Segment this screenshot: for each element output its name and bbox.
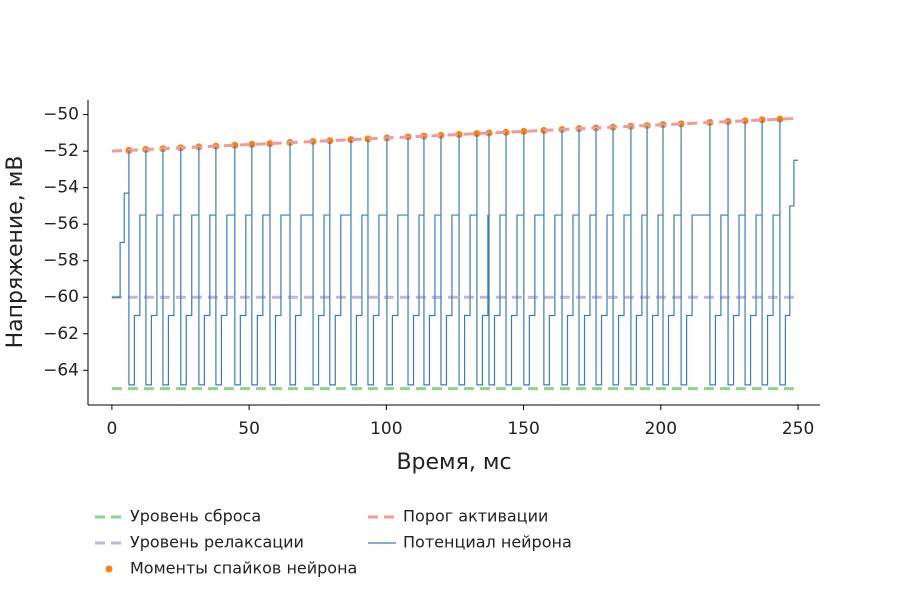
- x-axis-label: Время, мс: [396, 450, 511, 475]
- y-tick-label: −58: [43, 251, 79, 271]
- y-tick-label: −64: [43, 360, 79, 380]
- legend-label: Потенциал нейрона: [403, 533, 572, 552]
- potential-line: [111, 119, 799, 386]
- x-tick-label: 100: [370, 419, 402, 439]
- legend-label: Уровень сброса: [130, 507, 261, 526]
- y-tick-label: −60: [43, 287, 79, 307]
- y-tick-label: −62: [43, 324, 79, 344]
- legend-label: Порог активации: [403, 507, 548, 526]
- legend-marker: [105, 565, 113, 573]
- x-tick-label: 0: [106, 419, 117, 439]
- legend-label: Моменты спайков нейрона: [130, 559, 357, 578]
- x-tick-label: 50: [238, 419, 260, 439]
- x-tick-label: 200: [645, 419, 677, 439]
- level-line: [111, 116, 799, 153]
- y-tick-label: −54: [43, 178, 79, 198]
- y-tick-label: −56: [43, 214, 79, 234]
- y-tick-label: −50: [43, 105, 79, 125]
- y-tick-label: −52: [43, 141, 79, 161]
- x-tick-label: 150: [507, 419, 539, 439]
- x-tick-label: 250: [782, 419, 814, 439]
- y-axis-label: Напряжение, мВ: [3, 156, 28, 349]
- legend-label: Уровень релаксации: [130, 533, 304, 552]
